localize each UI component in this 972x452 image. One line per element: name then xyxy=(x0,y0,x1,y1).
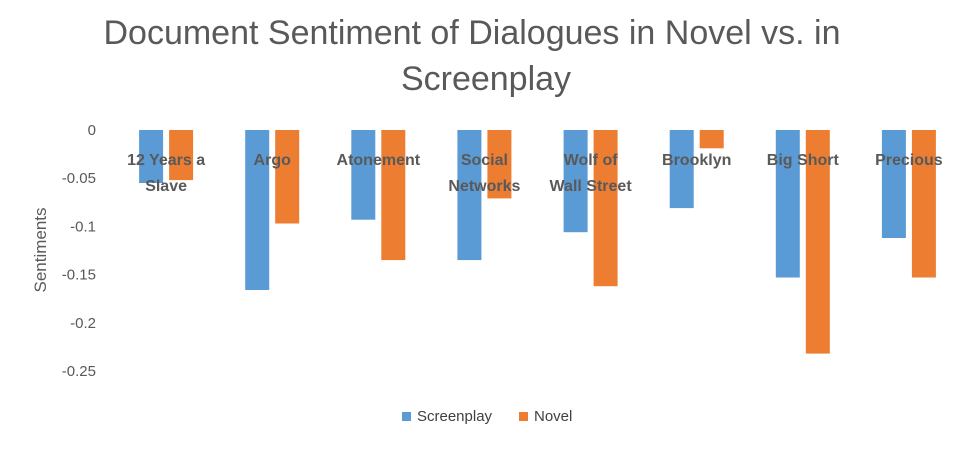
chart-title-line-2: Screenplay xyxy=(400,60,572,98)
x-category-label: 12 Years a Slave xyxy=(127,152,205,195)
x-category-label: Precious xyxy=(875,152,943,169)
y-tick-label: -0.05 xyxy=(62,170,96,187)
bar-novel-4 xyxy=(487,130,512,199)
bar-novel-7 xyxy=(805,130,830,354)
x-category-label: Argo xyxy=(254,152,292,169)
legend-item-novel: Novel xyxy=(519,408,572,425)
bar-screenplay-3 xyxy=(351,130,376,220)
bar-novel-3 xyxy=(381,130,406,261)
x-category-label: Big Short xyxy=(767,152,840,169)
bar-novel-8 xyxy=(911,130,936,278)
bar-novel-2 xyxy=(275,130,300,224)
bar-screenplay-6 xyxy=(669,130,694,209)
bar-screenplay-1 xyxy=(139,130,164,183)
legend-label-novel: Novel xyxy=(534,408,573,425)
y-tick-label: -0.1 xyxy=(70,218,96,235)
legend: Screenplay Novel xyxy=(0,408,972,430)
x-category-label: Brooklyn xyxy=(662,152,731,169)
legend-swatch-novel xyxy=(519,412,528,421)
y-tick-label: 0 xyxy=(88,122,96,139)
bar-novel-6 xyxy=(699,130,724,149)
bar-screenplay-2 xyxy=(245,130,270,290)
bar-novel-1 xyxy=(169,130,194,181)
y-tick-label: -0.15 xyxy=(62,267,96,284)
bar-screenplay-8 xyxy=(881,130,906,238)
x-category-label: Wolf of Wall Street xyxy=(550,152,633,195)
chart-title-line-1: Document Sentiment of Dialogues in Novel… xyxy=(103,14,841,52)
y-tick-label: -0.25 xyxy=(62,363,96,380)
legend-label-screenplay: Screenplay xyxy=(417,408,493,425)
legend-item-screenplay: Screenplay xyxy=(402,408,492,425)
y-axis-title: Sentiments xyxy=(31,207,50,292)
legend-swatch-screenplay xyxy=(402,412,411,421)
bar-screenplay-5 xyxy=(563,130,588,233)
bar-novel-5 xyxy=(593,130,618,287)
bar-screenplay-4 xyxy=(457,130,482,261)
x-category-label: Social Networks xyxy=(448,152,520,195)
x-category-label: Atonement xyxy=(337,152,421,169)
bar-screenplay-7 xyxy=(775,130,800,278)
y-tick-label: -0.2 xyxy=(70,315,96,332)
chart-title: Document Sentiment of Dialogues in Novel… xyxy=(0,10,972,102)
